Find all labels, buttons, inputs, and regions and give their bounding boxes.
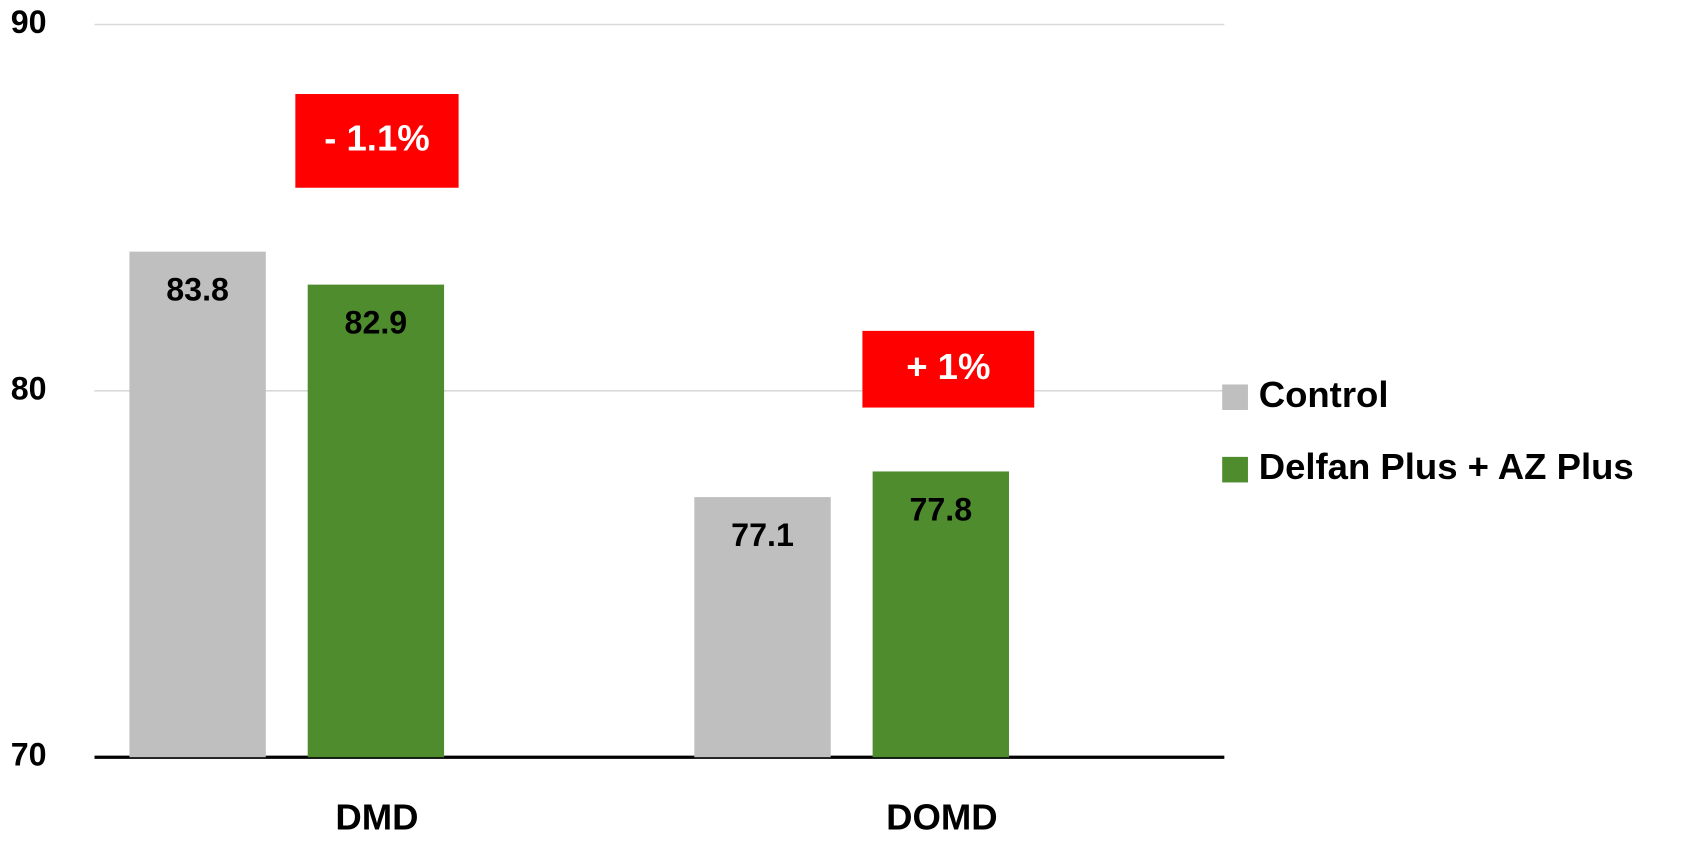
y-tick-label: 90 bbox=[11, 4, 47, 40]
annotation-text: + 1% bbox=[906, 346, 990, 387]
y-tick-label: 80 bbox=[11, 370, 47, 406]
annotation-box bbox=[295, 94, 459, 188]
data-label: 82.9 bbox=[345, 305, 408, 341]
data-label: 77.1 bbox=[731, 517, 794, 553]
legend-label: Delfan Plus + AZ Plus bbox=[1259, 446, 1634, 487]
data-label: 83.8 bbox=[166, 272, 229, 308]
legend-swatch bbox=[1222, 456, 1248, 483]
x-tick-label: DOMD bbox=[886, 797, 998, 838]
data-label: 77.8 bbox=[909, 491, 972, 527]
x-tick-label: DMD bbox=[335, 797, 418, 838]
bar bbox=[129, 251, 266, 758]
bar bbox=[694, 497, 831, 758]
annotation-box bbox=[862, 330, 1035, 408]
bar bbox=[872, 471, 1010, 758]
legend-label: Control bbox=[1259, 374, 1389, 415]
bar bbox=[307, 284, 445, 758]
legend-swatch bbox=[1222, 384, 1248, 411]
annotation-text: - 1.1% bbox=[324, 118, 430, 159]
y-tick-label: 70 bbox=[11, 737, 47, 773]
